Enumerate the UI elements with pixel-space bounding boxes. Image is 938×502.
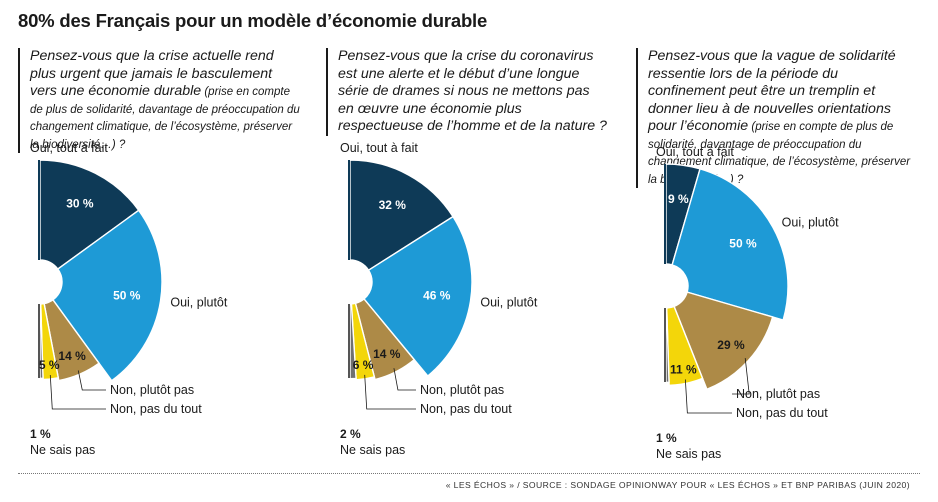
- question-main: Pensez-vous que la vague de solidarité r…: [648, 48, 896, 134]
- chart-panel-3: Pensez-vous que la vague de solidarité r…: [630, 44, 930, 474]
- category-label-oui-plutot: Oui, plutôt: [480, 296, 538, 310]
- slice-oui-plutot: [671, 167, 789, 321]
- donut-chart-2: 32 % 46 % 14 %6 % Oui, tout à fait Oui, plut…: [340, 141, 538, 457]
- value-label: 5 %: [39, 358, 60, 372]
- value-label: 50 %: [113, 289, 141, 303]
- axis-bar-top: [348, 160, 350, 260]
- value-label: 32 %: [379, 198, 407, 212]
- question-note: (prise en compte de plus de solidarité, …: [30, 86, 300, 151]
- value-label: 30 %: [66, 197, 94, 211]
- leader-line: [49, 374, 106, 410]
- leader-line: [364, 374, 416, 410]
- category-label-ne-sais-pas: Ne sais pas: [656, 447, 721, 461]
- category-label-non-pas-du-tout: Non, pas du tout: [420, 402, 512, 416]
- value-label: 9 %: [668, 192, 689, 206]
- page-title: 80% des Français pour un modèle d’économ…: [18, 10, 488, 31]
- category-label-non-pas-du-tout: Non, pas du tout: [736, 406, 828, 420]
- slice-non-plutot-pas: [673, 291, 774, 391]
- question-main: Pensez-vous que la crise actuelle rend p…: [30, 48, 274, 99]
- category-label-oui-plutot: Oui, plutôt: [782, 215, 840, 229]
- leader-line: [393, 368, 416, 391]
- category-label-non-pas-du-tout: Non, pas du tout: [110, 402, 202, 416]
- category-label-oui-tout-a-fait: Oui, tout à fait: [30, 141, 108, 155]
- value-label: 46 %: [423, 289, 451, 303]
- question-text: Pensez-vous que la crise actuelle rend p…: [18, 48, 300, 153]
- chart-panel-2: Pensez-vous que la crise du coronavirus …: [320, 44, 620, 474]
- chart-panel-1: Pensez-vous que la crise actuelle rend p…: [12, 44, 312, 474]
- footer-divider: [18, 473, 920, 474]
- question-text: Pensez-vous que la vague de solidarité r…: [636, 48, 918, 188]
- category-label-ne-sais-pas: Ne sais pas: [340, 443, 405, 457]
- donut-chart-3: 9 % 50 % 29 % 11 % Oui, tout à fait Oui, plut…: [656, 145, 840, 461]
- slice-non-plutot-pas: [43, 298, 100, 382]
- value-label: 14 %: [373, 347, 401, 361]
- slice-oui-plutot: [51, 209, 163, 382]
- axis-bar-top: [38, 160, 40, 260]
- axis-bar-bottom: [348, 304, 350, 378]
- value-label: 29 %: [717, 338, 745, 352]
- slice-oui-tout-a-fait: [39, 159, 140, 271]
- value-label-ne-sais-pas: 1 %: [656, 431, 677, 445]
- category-label-oui-tout-a-fait: Oui, tout à fait: [340, 141, 418, 155]
- leader-line: [77, 370, 106, 391]
- category-label-ne-sais-pas: Ne sais pas: [30, 443, 95, 457]
- source-credit: « LES ÉCHOS » / SOURCE : SONDAGE OPINION…: [445, 480, 910, 490]
- value-label: 14 %: [58, 349, 86, 363]
- value-label: 50 %: [729, 237, 757, 251]
- category-label-oui-plutot: Oui, plutôt: [170, 296, 228, 310]
- slice-oui-plutot: [363, 215, 473, 377]
- axis-bar-top: [664, 164, 666, 264]
- value-label-ne-sais-pas: 1 %: [30, 427, 51, 441]
- question-text: Pensez-vous que la crise du coronavirus …: [326, 48, 608, 136]
- category-label-non-plutot-pas: Non, plutôt pas: [110, 383, 194, 397]
- value-label-ne-sais-pas: 2 %: [340, 427, 361, 441]
- category-label-non-plutot-pas: Non, plutôt pas: [736, 387, 820, 401]
- question-main: Pensez-vous que la crise du coronavirus …: [338, 48, 607, 134]
- category-label-non-plutot-pas: Non, plutôt pas: [420, 383, 504, 397]
- donut-chart-1: 30 % 50 % 14 %5 % Oui, tout à fait Oui, plut…: [30, 141, 228, 457]
- value-label: 11 %: [670, 363, 697, 377]
- category-label-oui-tout-a-fait: Oui, tout à fait: [656, 145, 734, 159]
- leader-line: [684, 379, 732, 414]
- leader-line: [732, 358, 750, 395]
- value-label: 6 %: [353, 358, 374, 372]
- slice-oui-tout-a-fait: [349, 159, 454, 272]
- axis-bar-bottom: [664, 308, 666, 382]
- axis-bar-bottom: [38, 304, 40, 378]
